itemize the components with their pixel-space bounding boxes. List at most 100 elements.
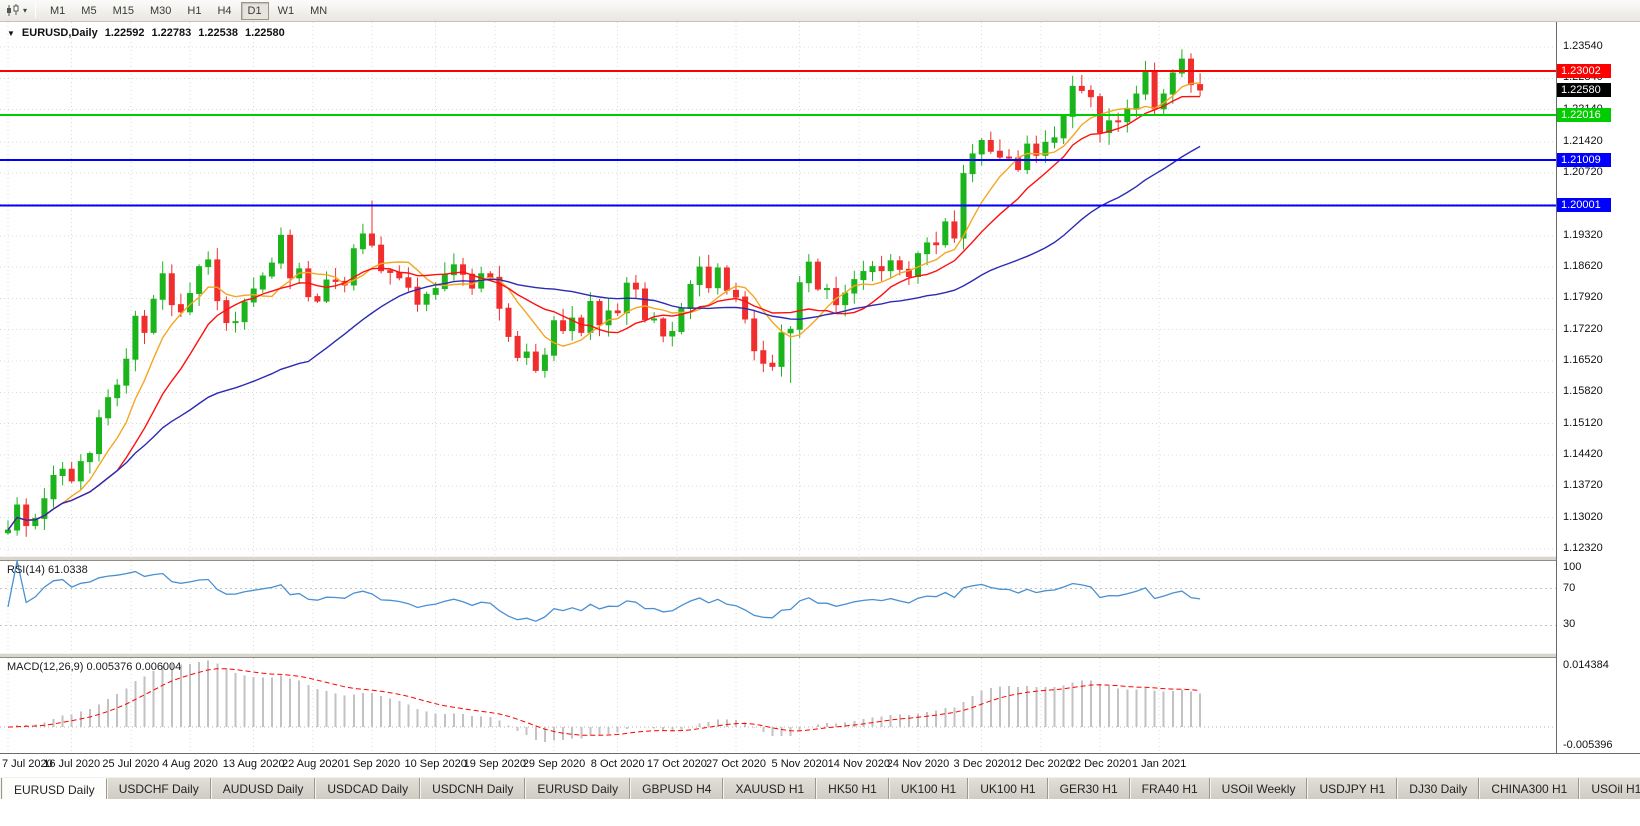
chart-tab[interactable]: HK50 H1	[816, 778, 889, 799]
candle-body	[896, 260, 903, 270]
candle-body	[68, 468, 75, 482]
candle-body	[123, 358, 130, 386]
rsi-panel[interactable]	[0, 561, 1556, 653]
price-level-badge[interactable]: 1.20001	[1557, 198, 1611, 213]
rsi-line	[7, 561, 1201, 622]
timeframe-button-M15[interactable]: M15	[112, 4, 134, 17]
candle-body	[1078, 85, 1085, 91]
candle-body	[86, 453, 93, 463]
chart-tab[interactable]: DJ30 Daily	[1397, 778, 1480, 799]
chart-tab[interactable]: USDCHF Daily	[106, 778, 211, 799]
chart-tab[interactable]: XAUUSD H1	[723, 778, 817, 799]
timeframe-button-M1[interactable]: M1	[50, 4, 66, 17]
candle-body	[778, 332, 785, 367]
candle-body	[942, 221, 949, 246]
dropdown-caret-icon: ▾	[23, 6, 28, 15]
timeframe-button-W1[interactable]: W1	[277, 4, 295, 17]
macd-scale-max: 0.014384	[1563, 659, 1609, 671]
ohlc-high: 1.22783	[151, 27, 192, 39]
date-axis-label: 22 Dec 2020	[1068, 758, 1132, 770]
chart-tab[interactable]: EURUSD Daily	[2, 778, 107, 799]
chart-tab[interactable]: USOil H1	[1579, 778, 1640, 799]
candle-body	[569, 317, 576, 332]
candle-body	[642, 288, 648, 320]
tab-scroll-left[interactable]	[0, 778, 2, 799]
macd-panel[interactable]	[0, 658, 1556, 753]
chart-type-button[interactable]: ▾	[4, 3, 29, 18]
candle-body	[560, 320, 567, 332]
rsi-scale-70: 70	[1563, 582, 1576, 594]
candle-body	[32, 517, 39, 527]
price-level-badge[interactable]: 1.22016	[1557, 108, 1611, 123]
candle-body	[996, 150, 1003, 158]
candle-body	[796, 282, 803, 330]
candle-body	[132, 315, 139, 360]
candle-body	[387, 270, 394, 273]
chart-tab[interactable]: GER30 H1	[1047, 778, 1130, 799]
price-tick-label: 1.15820	[1563, 385, 1603, 398]
timeframe-button-M5[interactable]: M5	[81, 4, 97, 17]
timeframe-button-H1[interactable]: H1	[187, 4, 202, 17]
candle-body	[632, 282, 639, 290]
ohlc-open: 1.22592	[104, 27, 145, 39]
chart-tab[interactable]: GBPUSD H4	[630, 778, 724, 799]
time-axis[interactable]: 7 Jul 2020 16 Jul 2020 25 Jul 2020 4 Aug 20…	[0, 754, 1556, 777]
candle-body	[323, 279, 330, 302]
price-level-badge[interactable]: 1.21009	[1557, 153, 1611, 168]
candle-body	[168, 273, 175, 306]
macd-signal-line	[7, 668, 1201, 736]
timeframe-button-H4[interactable]: H4	[217, 4, 232, 17]
chart-tab[interactable]: USDCAD Daily	[315, 778, 421, 799]
candle-body	[414, 286, 421, 305]
date-axis-label: 19 Sep 2020	[463, 758, 527, 770]
candle-body	[824, 288, 830, 291]
date-axis-label: 7 Jul 2020	[2, 758, 53, 770]
candle-body	[514, 335, 521, 358]
chart-tab[interactable]: EURUSD Daily	[525, 778, 631, 799]
panel-separator[interactable]	[0, 556, 1640, 561]
main-price-chart[interactable]	[0, 22, 1556, 556]
chart-tab[interactable]: UK100 H1	[888, 778, 969, 799]
chart-tab[interactable]: USDJPY H1	[1307, 778, 1398, 799]
candle-body	[587, 301, 594, 333]
chart-tab[interactable]: USOil Weekly	[1209, 778, 1308, 799]
date-axis-label: 16 Jul 2020	[43, 758, 101, 770]
macd-label: MACD(12,26,9) 0.005376 0.006004	[7, 661, 182, 673]
candle-body	[496, 276, 503, 309]
candle-body	[532, 351, 539, 371]
date-axis-label: 1 Jan 2021	[1131, 758, 1187, 770]
price-tick-label: 1.17220	[1563, 322, 1603, 335]
chart-tab[interactable]: CHINA300 H1	[1479, 778, 1580, 799]
price-tick-label: 1.13720	[1563, 479, 1603, 492]
candle-body	[378, 244, 385, 272]
timeframe-button-MN[interactable]: MN	[310, 4, 328, 17]
candle-body	[96, 417, 102, 455]
candle-body	[1106, 120, 1113, 133]
chart-tab[interactable]: FRA40 H1	[1129, 778, 1210, 799]
rsi-scale-30: 30	[1563, 618, 1576, 630]
candle-body	[105, 397, 112, 419]
date-axis-label: 12 Dec 2020	[1009, 758, 1073, 770]
chart-tabs: EURUSD Daily USDCHF Daily AUDUSD Daily USDC…	[2, 778, 1640, 799]
price-tick-label: 1.17920	[1563, 291, 1603, 304]
macd-scale-min: -0.005396	[1563, 739, 1613, 751]
chart-tab[interactable]: USDCNH Daily	[420, 778, 526, 799]
price-level-badge[interactable]: 1.23002	[1557, 64, 1611, 79]
candle-body	[177, 304, 184, 313]
timeframe-button-D1[interactable]: D1	[240, 1, 269, 20]
candle-body	[878, 266, 885, 272]
timeframe-button-M30[interactable]: M30	[149, 4, 172, 17]
panel-separator[interactable]	[0, 653, 1640, 658]
chart-tab[interactable]: UK100 H1	[968, 778, 1048, 799]
toolbar: ▾ M1 M5 M15 M30 H1 H4 D1 W1 MN	[0, 0, 1640, 22]
candle-body	[405, 277, 412, 288]
candle-body	[287, 234, 294, 279]
price-axis[interactable]: 100 70 30 0.014384 -0.005396 1.23540 1.22…	[1557, 22, 1640, 753]
macd-histogram	[16, 660, 1202, 743]
candle-body	[978, 140, 985, 155]
candle-body	[905, 268, 912, 277]
candle-body	[714, 267, 721, 289]
chart-tab[interactable]: AUDUSD Daily	[210, 778, 316, 799]
candle-body	[423, 293, 430, 305]
ohlc-low: 1.22538	[198, 27, 239, 39]
